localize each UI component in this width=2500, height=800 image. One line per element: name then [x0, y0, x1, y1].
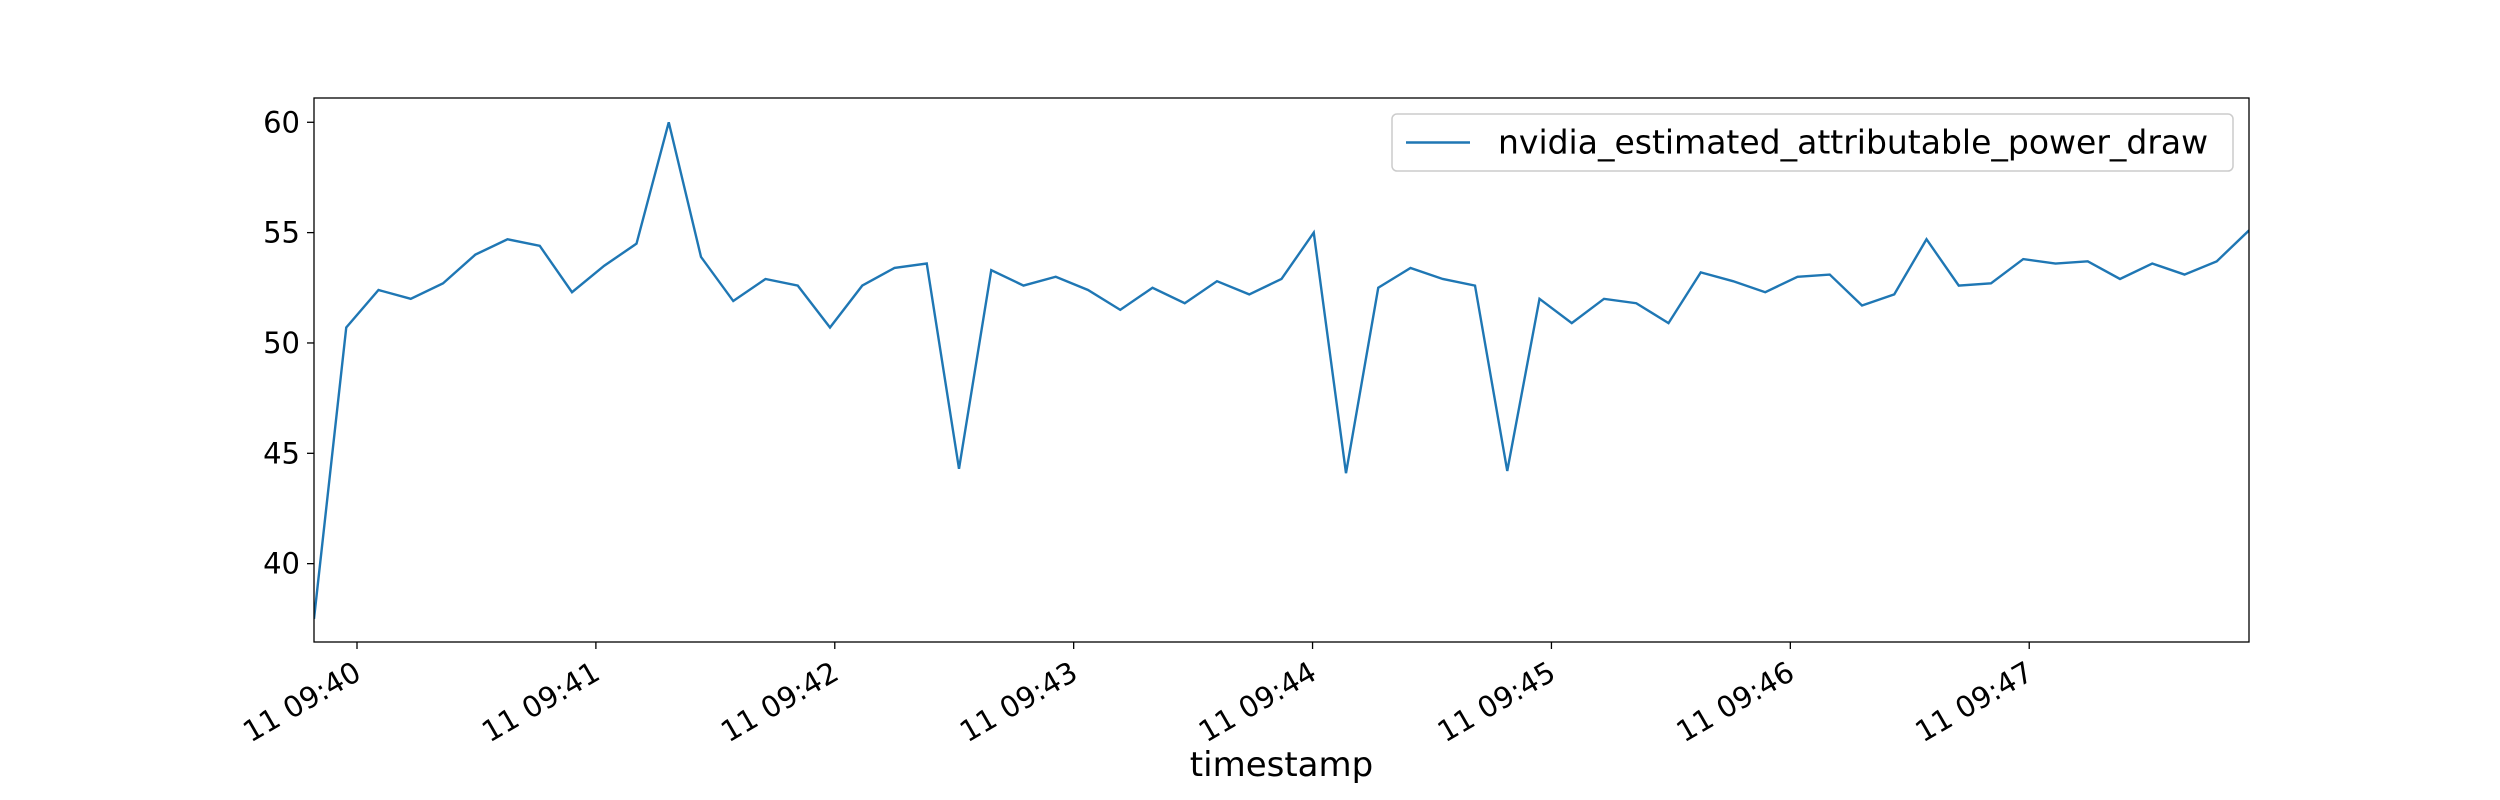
y-tick-label: 55 — [263, 216, 300, 250]
plot-frame — [313, 97, 2250, 643]
x-tick-label: 11 09:45 — [1432, 655, 1561, 749]
y-tick-label: 40 — [263, 547, 300, 581]
y-tick-label: 50 — [263, 326, 300, 360]
x-tick-label: 11 09:42 — [715, 655, 844, 749]
legend-label: nvidia_estimated_attributable_power_draw — [1498, 123, 2208, 162]
x-axis-label: timestamp — [1190, 745, 1373, 785]
line — [314, 121, 2249, 619]
x-tick-label: 11 09:43 — [954, 655, 1083, 749]
legend-box — [1391, 113, 2234, 172]
y-tick-label: 45 — [263, 436, 300, 470]
x-tick-label: 11 09:41 — [476, 655, 605, 749]
x-tick-label: 11 09:40 — [237, 655, 366, 749]
x-tick-label: 11 09:47 — [1909, 655, 2038, 749]
y-tick-label: 60 — [263, 105, 300, 139]
x-tick-label: 11 09:46 — [1671, 655, 1800, 749]
x-tick-label: 11 09:44 — [1193, 655, 1322, 749]
